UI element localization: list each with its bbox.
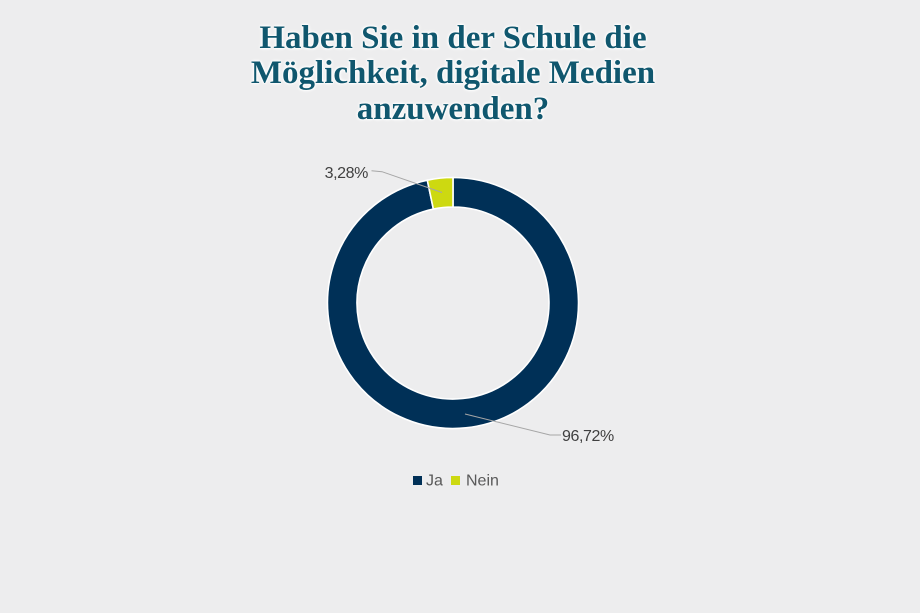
svg-text:96,72%: 96,72%	[562, 428, 614, 445]
svg-text:3,28%: 3,28%	[325, 165, 369, 182]
svg-text:Nein: Nein	[466, 472, 499, 489]
svg-text:Ja: Ja	[426, 472, 443, 489]
